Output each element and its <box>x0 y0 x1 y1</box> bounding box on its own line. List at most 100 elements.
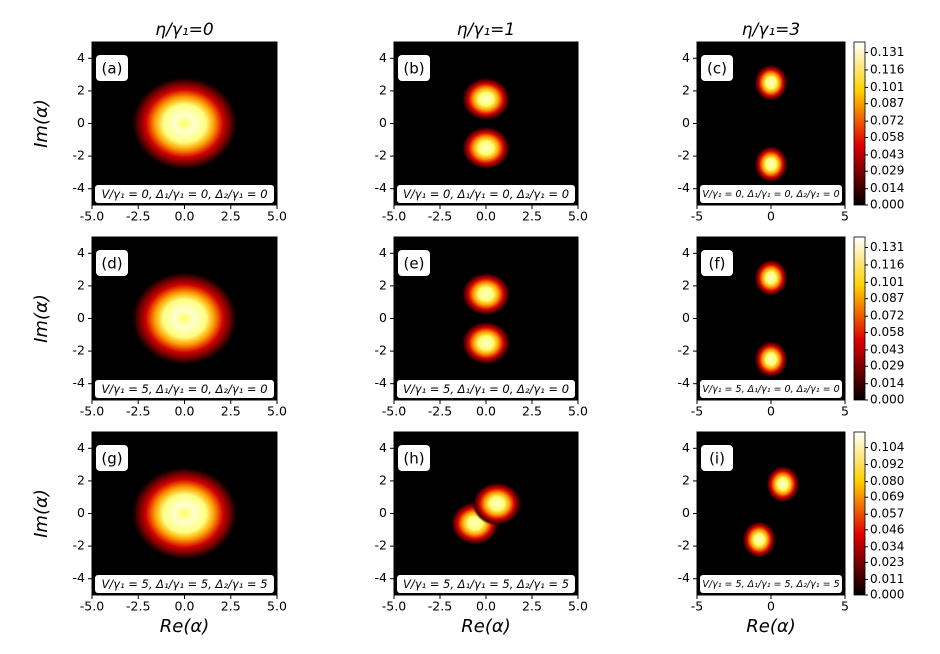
colorbar-tick-label: 0.058 <box>870 130 904 144</box>
heatmap <box>753 64 789 183</box>
y-tick-label: -4 <box>73 375 86 390</box>
colorbar-tick-label: 0.116 <box>870 257 904 271</box>
y-tick-label: 0 <box>682 310 690 325</box>
x-tick-label: 5.0 <box>267 404 287 419</box>
density-peak <box>753 340 789 378</box>
heatmap <box>461 272 511 365</box>
colorbar-tick-label: 0.101 <box>870 80 904 94</box>
y-tick-label: 2 <box>379 277 387 292</box>
density-peak <box>765 465 800 503</box>
colorbar-tick-label: 0.131 <box>870 240 904 254</box>
y-tick-label: 0 <box>682 115 690 130</box>
y-tick-label: -2 <box>73 148 85 163</box>
y-tick-label: 2 <box>682 277 690 292</box>
density-peak <box>753 259 789 297</box>
y-tick-label: -2 <box>375 538 387 553</box>
x-tick-label: 2.5 <box>221 599 241 614</box>
y-tick-label: 0 <box>682 505 690 520</box>
colorbar-tick-label: 0.087 <box>870 96 904 110</box>
y-tick-label: 2 <box>682 82 690 97</box>
annotation-box <box>397 185 575 203</box>
x-tick-label: -5.0 <box>382 599 406 614</box>
x-tick-label: 2.5 <box>522 404 542 419</box>
x-tick-label: 0 <box>767 209 775 224</box>
y-tick-label: 4 <box>682 50 690 65</box>
panel-label-box <box>398 55 430 81</box>
x-tick-label: 0.0 <box>175 599 195 614</box>
y-tick-label: 4 <box>682 245 690 260</box>
colorbar <box>853 236 866 401</box>
y-tick-label: 2 <box>77 277 85 292</box>
colorbar-tick-label: 0.000 <box>870 393 904 407</box>
colorbar-tick-label: 0.131 <box>870 45 904 59</box>
colorbar-tick-label: 0.034 <box>870 539 904 553</box>
y-tick-label: -4 <box>375 180 388 195</box>
annotation: V/γ₁ = 0, Δ₁/γ₁ = 0, Δ₂/γ₁ = 0 <box>101 187 267 201</box>
y-tick-label: -2 <box>375 343 387 358</box>
y-tick-label: -4 <box>375 375 388 390</box>
y-axis-label: Im(α) <box>31 99 52 148</box>
density-peak <box>461 125 511 170</box>
colorbar-tick-label: 0.000 <box>870 198 904 212</box>
y-axis-label: Im(α) <box>31 489 52 538</box>
annotation-box <box>95 380 274 398</box>
annotation-box <box>700 575 842 593</box>
annotation: V/γ₁ = 0, Δ₁/γ₁ = 0, Δ₂/γ₁ = 0 <box>403 187 569 201</box>
x-tick-label: 0 <box>767 404 775 419</box>
density-peak <box>461 77 511 122</box>
x-tick-label: -5 <box>691 209 703 224</box>
x-tick-label: 0.0 <box>175 404 195 419</box>
y-tick-label: 0 <box>379 115 387 130</box>
x-tick-label: 2.5 <box>221 404 241 419</box>
heatmap <box>130 271 239 366</box>
y-tick-label: 4 <box>379 50 387 65</box>
x-tick-label: 5.0 <box>267 209 287 224</box>
x-axis-label: Re(α) <box>160 616 210 637</box>
x-tick-label: -2.5 <box>428 404 452 419</box>
y-tick-label: 2 <box>682 472 690 487</box>
panel-label-box <box>398 445 430 471</box>
y-tick-label: -4 <box>678 375 691 390</box>
density-peak <box>461 272 511 317</box>
x-axis-label: Re(α) <box>746 616 796 637</box>
y-tick-label: -4 <box>678 570 691 585</box>
annotation: V/γ₁ = 5, Δ₁/γ₁ = 5, Δ₂/γ₁ = 5 <box>101 577 267 591</box>
colorbar-tick-label: 0.069 <box>870 490 904 504</box>
y-tick-label: -4 <box>73 180 86 195</box>
colorbar-tick-label: 0.072 <box>870 309 904 323</box>
y-tick-label: 2 <box>379 82 387 97</box>
y-tick-label: -2 <box>678 148 690 163</box>
panel-title: η/γ₁=0 <box>155 20 213 40</box>
annotation-box <box>95 185 274 203</box>
heatmap <box>130 466 239 561</box>
x-tick-label: 5.0 <box>568 599 588 614</box>
colorbar-tick-label: 0.092 <box>870 457 904 471</box>
y-tick-label: 4 <box>379 245 387 260</box>
x-tick-label: -5.0 <box>382 209 406 224</box>
panel-label-box <box>96 250 128 276</box>
panel-label-box <box>701 55 733 81</box>
colorbar-tick-label: 0.101 <box>870 275 904 289</box>
density-peak <box>742 520 777 559</box>
x-tick-label: -5.0 <box>80 599 104 614</box>
x-tick-label: 5.0 <box>267 599 287 614</box>
x-tick-label: -5 <box>691 404 703 419</box>
x-tick-label: 0 <box>767 599 775 614</box>
annotation-box <box>95 575 274 593</box>
panel-label: (g) <box>101 450 122 468</box>
y-tick-label: 2 <box>379 472 387 487</box>
x-tick-label: 2.5 <box>522 599 542 614</box>
panel-label: (d) <box>101 255 122 273</box>
x-tick-label: -5 <box>691 599 703 614</box>
x-tick-label: -2.5 <box>428 209 452 224</box>
x-tick-label: 5.0 <box>568 209 588 224</box>
x-tick-label: 5 <box>841 599 849 614</box>
density-peak <box>461 320 511 365</box>
y-tick-label: -2 <box>73 538 85 553</box>
y-tick-label: 2 <box>77 82 85 97</box>
panel-label-box <box>398 250 430 276</box>
colorbar-tick-label: 0.072 <box>870 114 904 128</box>
colorbar-tick-label: 0.046 <box>870 522 904 536</box>
heatmap <box>461 77 511 170</box>
